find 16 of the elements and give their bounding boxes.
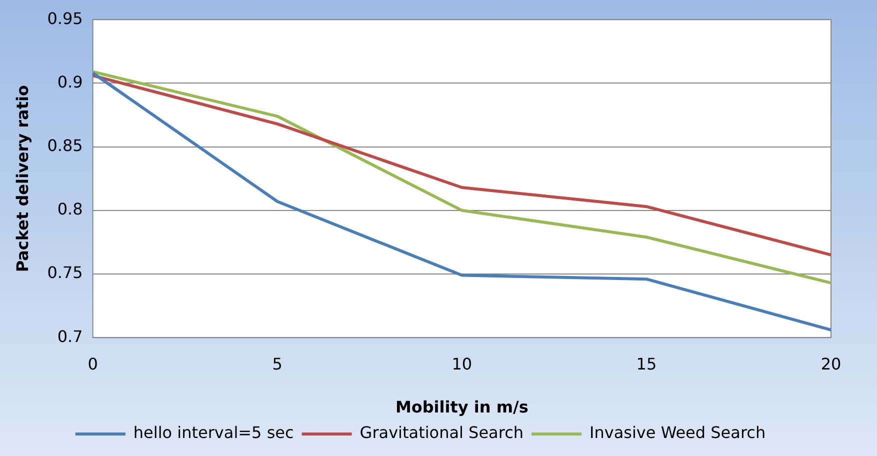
y-tick-label: 0.85 [47,136,83,155]
legend-label: Invasive Weed Search [590,423,766,442]
x-tick-label: 20 [820,354,842,374]
legend-label: Gravitational Search [360,423,524,442]
legend-label: hello interval=5 sec [133,423,294,442]
y-tick-label: 0.7 [57,326,83,346]
y-tick-label: 0.75 [47,263,83,282]
x-axis-title: Mobility in m/s [395,398,528,417]
y-tick-label: 0.9 [57,72,83,92]
y-tick-label: 0.8 [57,200,83,219]
x-tick-label: 5 [272,354,282,374]
y-tick-label: 0.95 [47,8,83,28]
x-tick-label: 15 [636,354,657,374]
x-tick-label: 0 [88,354,98,374]
x-tick-label: 10 [452,354,472,374]
y-axis-title: Packet delivery ratio [12,85,32,272]
